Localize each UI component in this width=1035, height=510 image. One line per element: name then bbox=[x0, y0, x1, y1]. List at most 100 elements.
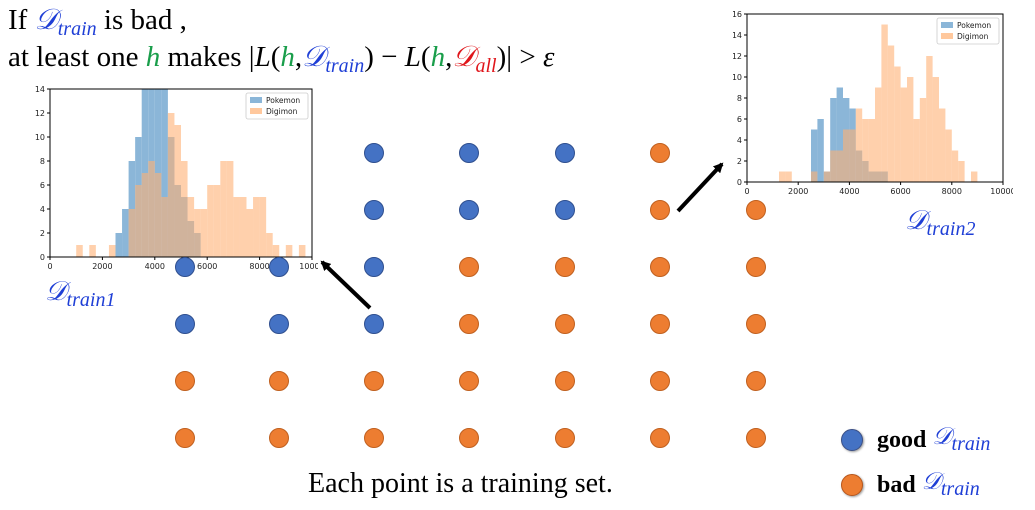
histogram-bar bbox=[161, 197, 168, 257]
bad-training-set-dot bbox=[175, 371, 195, 391]
legend-label: Digimon bbox=[957, 32, 989, 41]
y-tick-label: 8 bbox=[737, 94, 742, 103]
histogram-bar bbox=[194, 209, 201, 257]
bad-training-set-dot bbox=[555, 257, 575, 277]
histogram-bar bbox=[926, 56, 933, 182]
bad-training-set-dot bbox=[555, 428, 575, 448]
bad-training-set-dot bbox=[459, 257, 479, 277]
title-line-1: If 𝒟train is bad , bbox=[8, 3, 187, 46]
y-tick-label: 4 bbox=[40, 205, 45, 214]
histogram-bar bbox=[811, 171, 818, 182]
title-line-2: at least one h makes |L(h,𝒟train) − L(h,… bbox=[8, 41, 555, 77]
histogram-bar bbox=[161, 89, 168, 257]
bad-training-set-dot bbox=[364, 371, 384, 391]
histogram-bar bbox=[181, 161, 188, 257]
good-training-set-dot bbox=[459, 143, 479, 163]
histogram-bar bbox=[779, 171, 786, 182]
histogram-bar bbox=[894, 66, 901, 182]
bad-training-set-dot bbox=[650, 314, 670, 334]
title-is-bad: is bad , bbox=[96, 4, 187, 36]
x-tick-label: 6000 bbox=[890, 187, 910, 196]
legend-label: Digimon bbox=[266, 107, 298, 116]
bad-training-set-dot bbox=[459, 371, 479, 391]
good-training-set-dot bbox=[555, 143, 575, 163]
legend-bad-label: bad bbox=[877, 471, 916, 498]
bad-training-set-dot bbox=[650, 371, 670, 391]
bad-training-set-dot bbox=[555, 314, 575, 334]
d-train-symbol: 𝒟train bbox=[34, 4, 97, 40]
histogram-bar bbox=[811, 129, 818, 182]
histogram-bar bbox=[167, 113, 175, 257]
histogram-bar bbox=[174, 125, 181, 257]
bad-training-set-dot bbox=[650, 143, 670, 163]
y-tick-label: 6 bbox=[737, 115, 742, 124]
bad-training-set-dot bbox=[746, 428, 766, 448]
x-tick-label: 0 bbox=[744, 187, 749, 196]
y-tick-label: 2 bbox=[737, 157, 742, 166]
good-training-set-dot bbox=[555, 200, 575, 220]
histogram-bar bbox=[785, 171, 792, 182]
good-dot-icon bbox=[841, 429, 863, 451]
histogram-bar bbox=[951, 150, 959, 182]
histogram-bar bbox=[843, 129, 850, 182]
legend-swatch bbox=[941, 33, 953, 39]
x-tick-label: 0 bbox=[47, 262, 52, 271]
legend-bad: bad 𝒟train bbox=[841, 469, 980, 501]
y-tick-label: 0 bbox=[737, 178, 742, 187]
y-tick-label: 16 bbox=[733, 10, 742, 19]
bad-training-set-dot bbox=[175, 428, 195, 448]
arrow-to-train1 bbox=[320, 260, 372, 310]
histogram-bar bbox=[830, 98, 837, 182]
legend-label: Pokemon bbox=[266, 96, 300, 105]
histogram-bar bbox=[122, 209, 129, 257]
histogram-bar bbox=[233, 197, 240, 257]
label-d-train2: 𝒟train2 bbox=[905, 205, 976, 240]
bad-training-set-dot bbox=[650, 200, 670, 220]
series-digimon bbox=[76, 113, 306, 257]
caption: Each point is a training set. bbox=[308, 468, 613, 499]
good-training-set-dot bbox=[364, 200, 384, 220]
bad-training-set-dot bbox=[364, 428, 384, 448]
bad-training-set-dot bbox=[746, 314, 766, 334]
good-training-set-dot bbox=[364, 257, 384, 277]
histogram-bar bbox=[259, 197, 267, 257]
histogram-bar bbox=[913, 119, 920, 182]
plot-frame bbox=[49, 88, 313, 258]
x-tick-label: 6000 bbox=[197, 262, 217, 271]
histogram-bar bbox=[881, 24, 888, 182]
legend-good-label: good bbox=[877, 426, 927, 453]
bad-dot-icon bbox=[841, 474, 863, 496]
histogram-bar bbox=[213, 185, 221, 257]
y-tick-label: 2 bbox=[40, 229, 45, 238]
epsilon-symbol: ε bbox=[542, 41, 555, 73]
y-tick-label: 12 bbox=[733, 52, 742, 61]
arrow-to-train2 bbox=[676, 162, 724, 213]
bad-training-set-dot bbox=[650, 257, 670, 277]
hypothesis-h: h bbox=[145, 41, 161, 73]
x-tick-label: 4000 bbox=[145, 262, 165, 271]
histogram-bar bbox=[862, 119, 869, 182]
y-tick-label: 10 bbox=[733, 73, 742, 82]
histogram-bar bbox=[939, 108, 946, 182]
histogram-bar bbox=[298, 245, 306, 257]
good-training-set-dot bbox=[364, 143, 384, 163]
good-training-set-dot bbox=[364, 314, 384, 334]
histogram-bar bbox=[836, 87, 843, 182]
histogram-bar bbox=[266, 233, 273, 257]
histogram-bar bbox=[830, 150, 837, 182]
y-tick-label: 4 bbox=[737, 136, 742, 145]
histogram-bar bbox=[823, 171, 831, 182]
histogram-bar bbox=[76, 245, 83, 257]
histogram-bar bbox=[200, 209, 208, 257]
histogram-bar bbox=[817, 119, 824, 182]
plot-area bbox=[779, 24, 978, 182]
bad-training-set-dot bbox=[459, 428, 479, 448]
legend-swatch bbox=[941, 22, 953, 28]
x-tick-label: 4000 bbox=[839, 187, 859, 196]
histogram-bar bbox=[868, 119, 875, 182]
histogram-bar bbox=[226, 161, 234, 257]
chart-legend: Pokemon Digimon bbox=[245, 92, 309, 120]
